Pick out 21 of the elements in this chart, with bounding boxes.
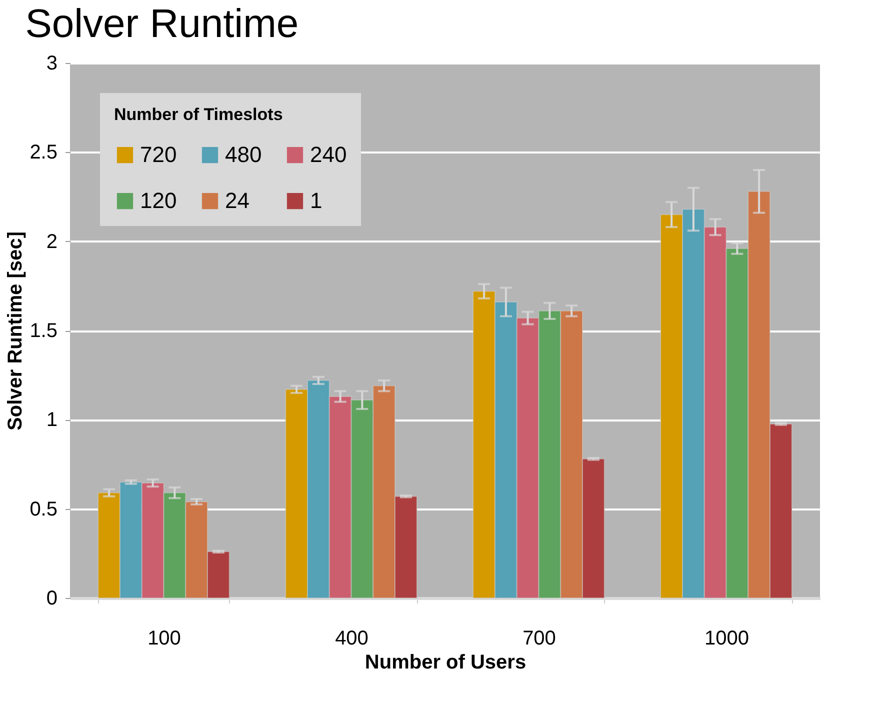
y-tick-label: 2 <box>46 230 58 253</box>
y-tick-label: 0 <box>46 588 58 610</box>
legend-label: 480 <box>225 142 262 167</box>
legend-label: 720 <box>140 142 177 167</box>
y-tick-label: 3 <box>46 52 58 74</box>
legend-label: 240 <box>310 142 347 167</box>
y-axis-title: Solver Runtime [sec] <box>4 232 27 430</box>
y-tick-label: 1 <box>46 409 58 432</box>
legend-title: Number of Timeslots <box>114 105 283 124</box>
y-tick-label: 1.5 <box>30 320 58 342</box>
legend-label: 24 <box>225 188 250 213</box>
x-tick-label: 1000 <box>704 628 749 650</box>
chart-title: Solver Runtime <box>25 2 299 46</box>
legend-label: 1 <box>310 188 322 213</box>
x-tick-label: 100 <box>148 628 181 650</box>
y-tick-label: 0.5 <box>30 498 58 520</box>
y-tick-label: 2.5 <box>30 142 58 164</box>
legend-label: 120 <box>140 188 177 213</box>
x-tick-label: 400 <box>335 628 368 650</box>
x-axis-title: Number of Users <box>364 652 526 674</box>
x-tick-label: 700 <box>522 628 556 650</box>
